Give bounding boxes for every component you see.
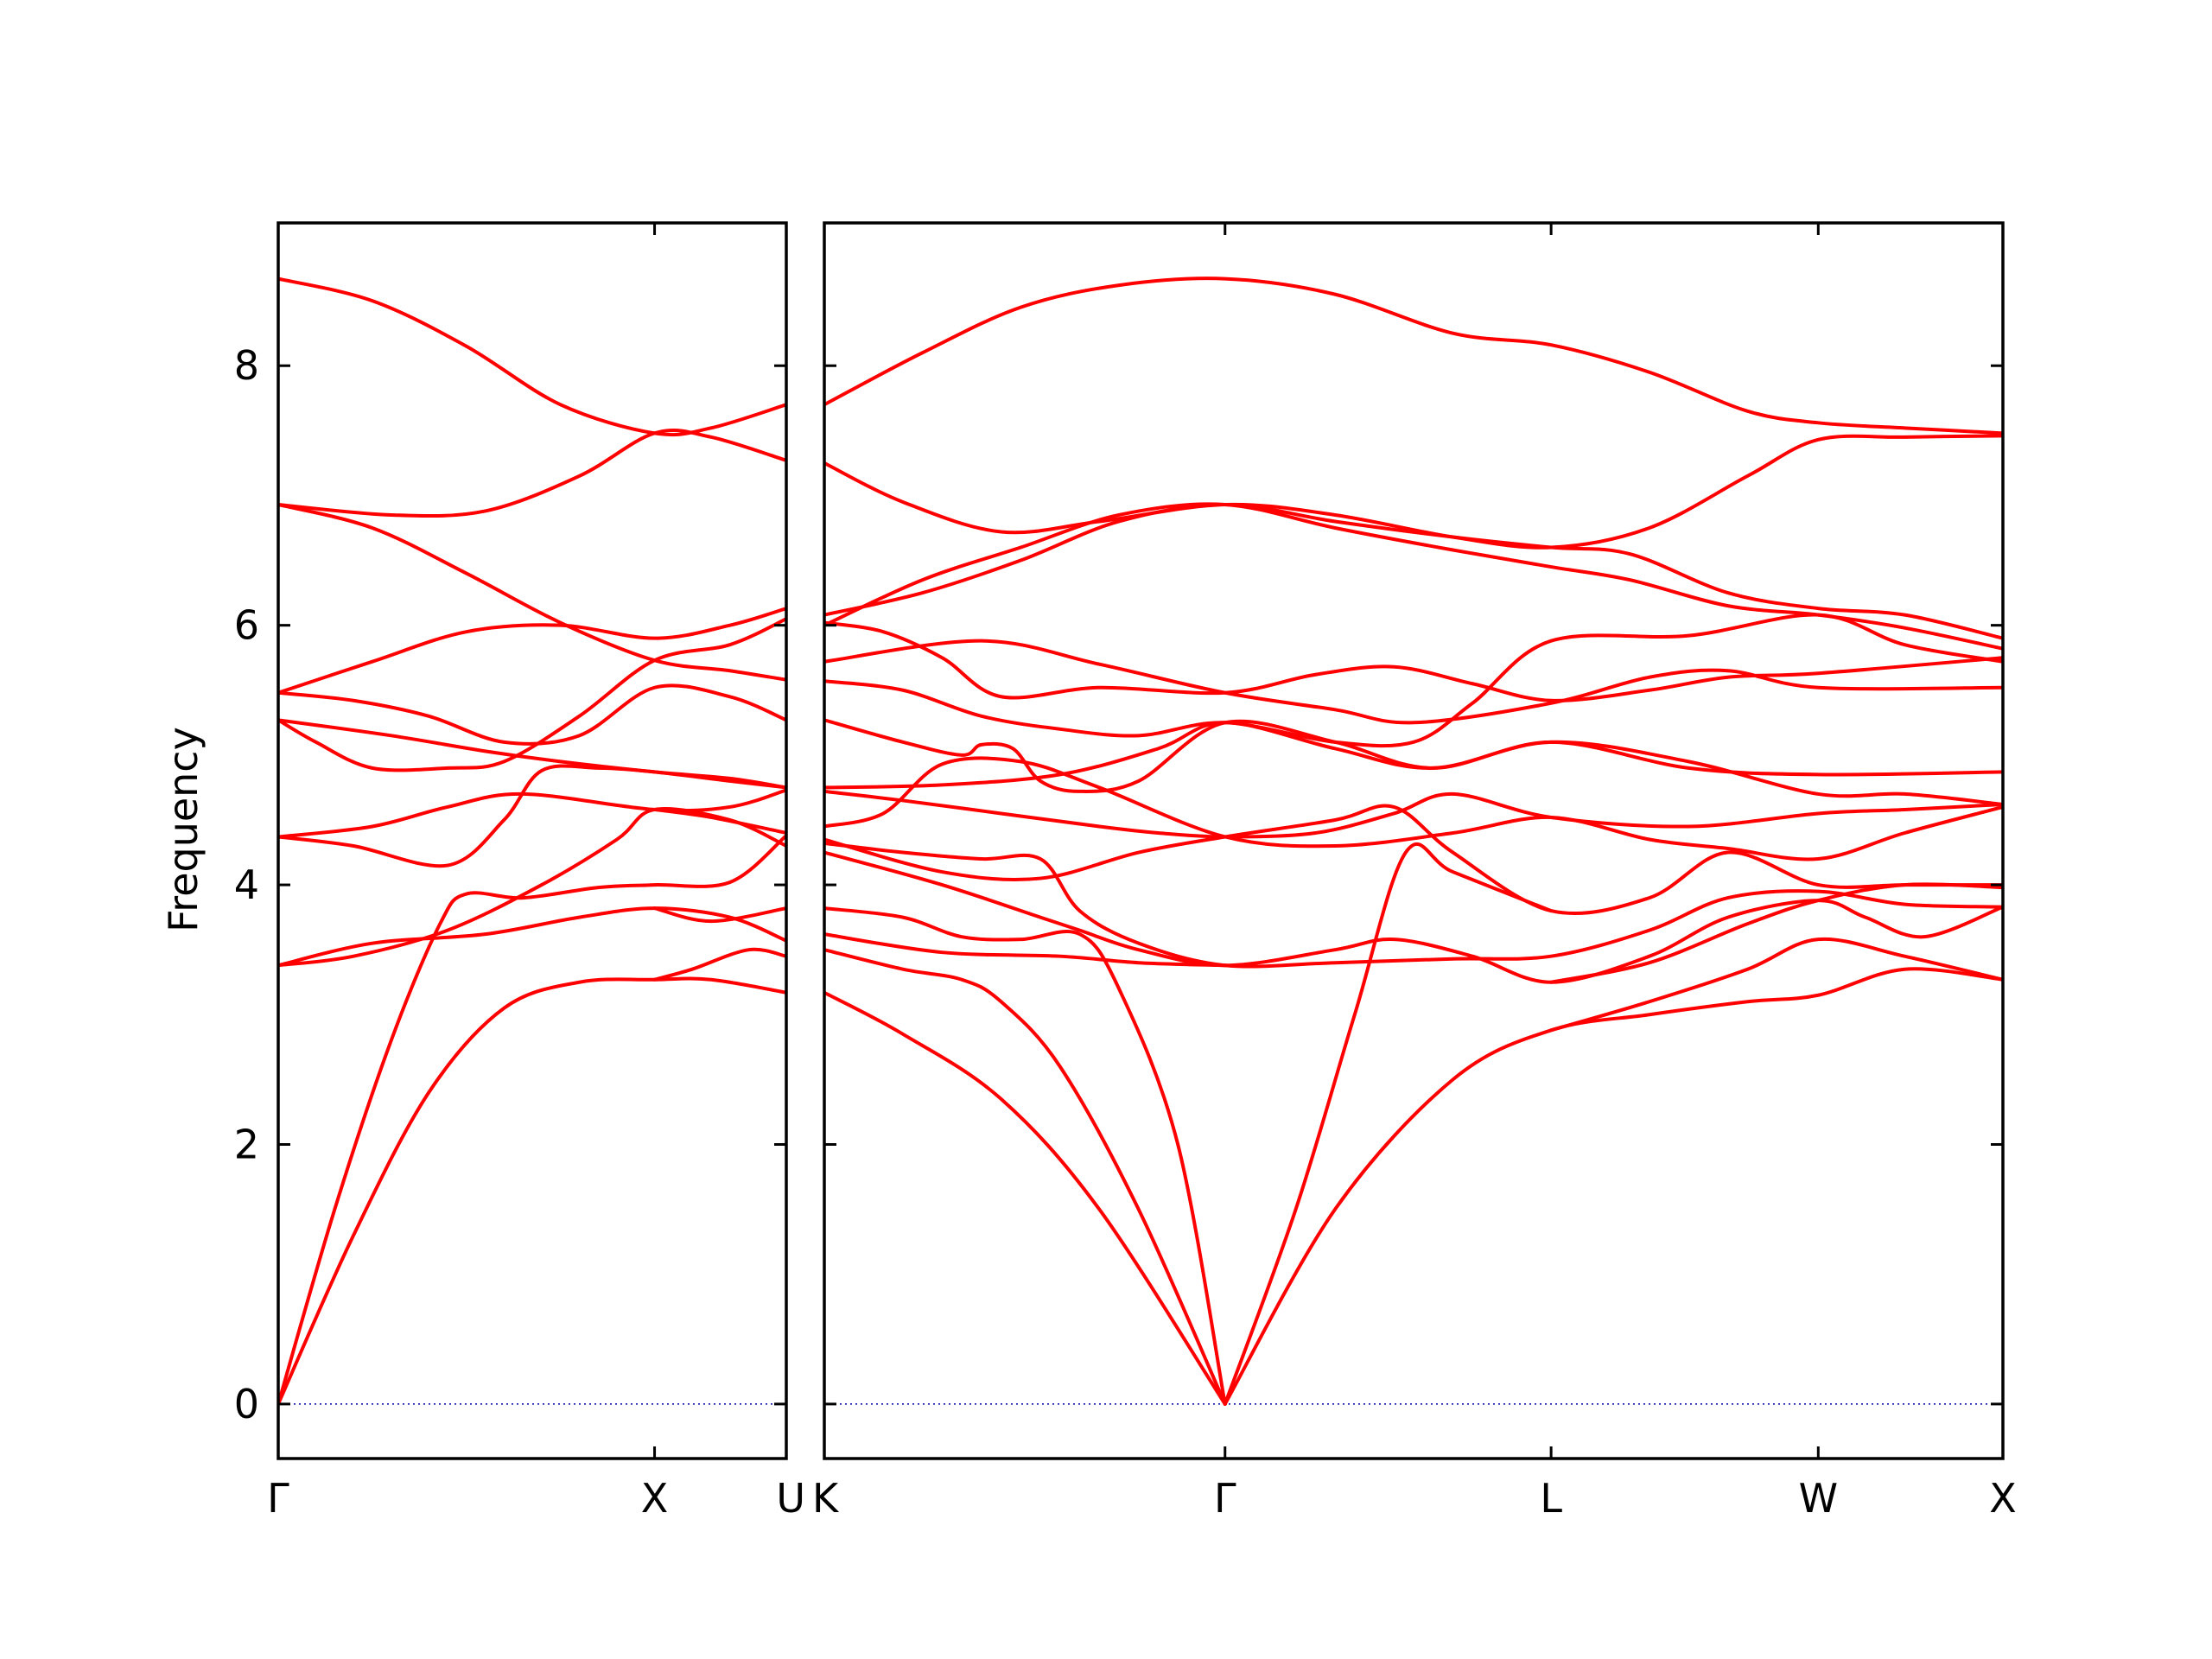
phonon-band-17 xyxy=(824,948,1227,1406)
phonon-band-10 xyxy=(278,807,786,968)
phonon-band-1 xyxy=(824,276,2003,435)
x-tick-label: K xyxy=(812,1475,840,1522)
phonon-band-13 xyxy=(278,976,786,1406)
phonon-band-9 xyxy=(278,764,786,868)
phonon-band-14 xyxy=(824,850,2003,984)
phonon-band-10 xyxy=(824,789,2003,839)
phonon-band-6 xyxy=(824,639,2003,725)
phonon-band-5 xyxy=(278,683,786,746)
y-tick-label: 6 xyxy=(234,602,259,649)
y-axis-label: Frequency xyxy=(160,727,207,932)
phonon-band-12 xyxy=(278,833,786,1406)
y-tick-label: 8 xyxy=(234,342,259,389)
phonon-band-19 xyxy=(1223,842,1554,1406)
phonon-band-4 xyxy=(278,607,786,695)
phonon-band-14 xyxy=(652,947,786,982)
phonon-band-3 xyxy=(824,502,2003,640)
phonon-band-2 xyxy=(278,429,786,518)
phonon-band-12 xyxy=(824,804,2003,915)
panel-frame xyxy=(823,221,2005,1460)
x-tick-label: Γ xyxy=(267,1475,289,1522)
phonon-band-4 xyxy=(824,502,2003,651)
x-tick-label: L xyxy=(1540,1475,1562,1522)
phonon-band-22 xyxy=(1549,882,2003,984)
y-tick-label: 4 xyxy=(234,861,259,908)
phonon-band-9 xyxy=(824,721,2003,806)
phonon-band-16 xyxy=(824,932,1227,968)
phonon-band-1 xyxy=(278,276,786,437)
bands-group xyxy=(278,276,786,1406)
x-tick-label: Γ xyxy=(1214,1475,1236,1522)
phonon-band-7 xyxy=(824,613,2003,748)
panel-left: 0 2 4 6 8 Γ X U xyxy=(234,221,805,1522)
phonon-band-11 xyxy=(278,906,786,968)
phonon-band-15 xyxy=(824,906,1227,1406)
y-tick-label: 2 xyxy=(234,1121,259,1167)
phonon-band-3 xyxy=(278,502,786,682)
x-tick-label: U xyxy=(776,1475,805,1522)
phonon-band-16 xyxy=(652,906,786,924)
panel-frame xyxy=(276,221,788,1460)
phonon-band-21 xyxy=(1549,937,2003,1033)
bands-group xyxy=(824,276,2003,1406)
phonon-band-18 xyxy=(824,990,1227,1406)
phonon-band-6 xyxy=(278,718,786,790)
chart-panels: 0 2 4 6 8 Γ X U K Γ L W X xyxy=(234,221,2017,1522)
phonon-band-5 xyxy=(824,620,2003,702)
phonon-band-7 xyxy=(278,617,786,772)
phonon-band-20 xyxy=(1223,967,2003,1406)
phonon-band-15 xyxy=(652,807,786,835)
x-tick-label: W xyxy=(1799,1475,1838,1522)
phonon-band-11 xyxy=(824,756,2003,861)
x-tick-label: X xyxy=(1989,1475,2017,1522)
x-tick-label: X xyxy=(641,1475,669,1522)
y-tick-label: 0 xyxy=(234,1381,259,1427)
phonon-band-13 xyxy=(824,842,2003,969)
